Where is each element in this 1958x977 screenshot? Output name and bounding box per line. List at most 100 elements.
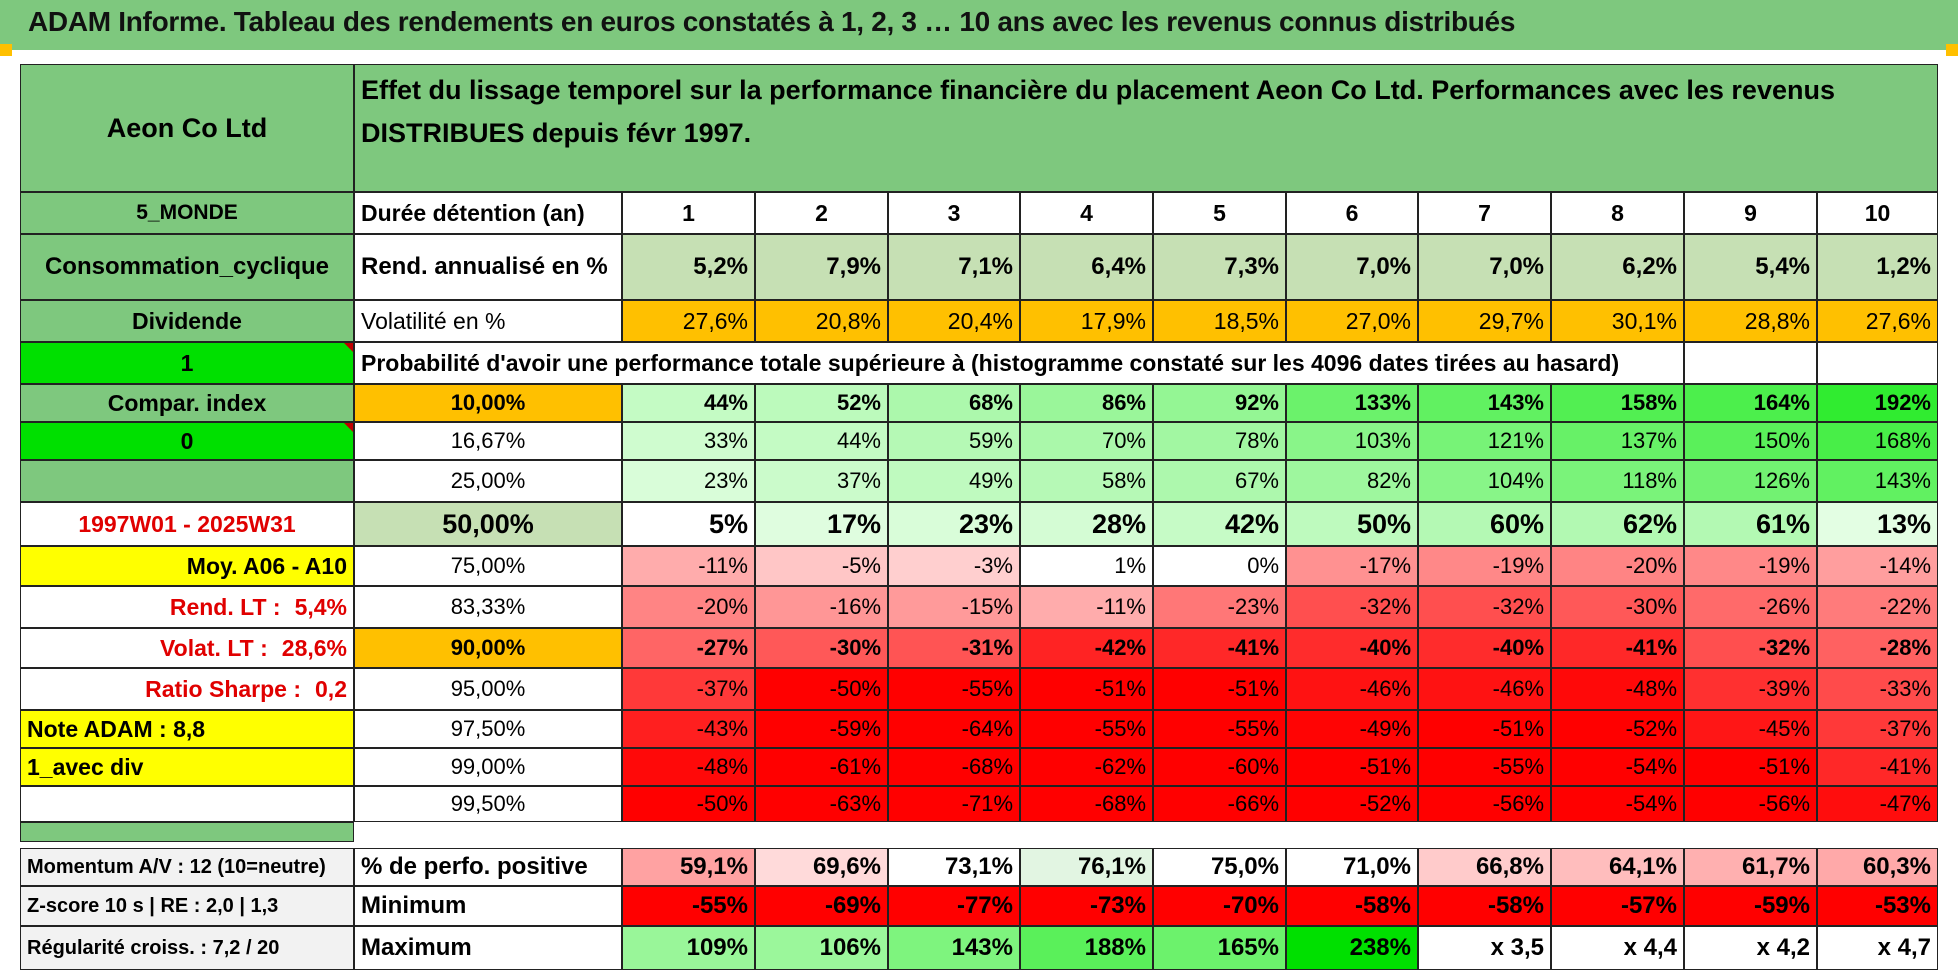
probability-cell: -50% xyxy=(622,786,755,822)
probability-cell: 62% xyxy=(1551,502,1684,546)
empty-green-cell xyxy=(20,460,354,502)
minimum-cell: -73% xyxy=(1020,886,1153,926)
probability-cell: 44% xyxy=(755,422,888,460)
moy-label: Moy. A06 - A10 xyxy=(20,546,354,586)
probability-cell: -52% xyxy=(1286,786,1418,822)
probability-cell: -19% xyxy=(1418,546,1551,586)
probability-cell: -48% xyxy=(622,748,755,786)
threshold-pct: 97,50% xyxy=(354,710,622,748)
probability-cell: 143% xyxy=(1418,384,1551,422)
probability-cell: 86% xyxy=(1020,384,1153,422)
probability-cell: -55% xyxy=(1418,748,1551,786)
positive-pct-cell: 71,0% xyxy=(1286,848,1418,886)
probability-cell: -71% xyxy=(888,786,1020,822)
vol-cell: 27,0% xyxy=(1286,300,1418,342)
probability-cell: -52% xyxy=(1551,710,1684,748)
threshold-pct: 75,00% xyxy=(354,546,622,586)
empty-cell xyxy=(1817,342,1938,384)
rend-cell: 7,0% xyxy=(1418,234,1551,300)
probability-cell: -55% xyxy=(1020,710,1153,748)
probability-cell: 52% xyxy=(755,384,888,422)
probability-cell: -20% xyxy=(622,586,755,628)
threshold-pct: 95,00% xyxy=(354,668,622,710)
probability-cell: 13% xyxy=(1817,502,1938,546)
probability-cell: -64% xyxy=(888,710,1020,748)
avec-div-label: 1_avec div xyxy=(20,748,354,786)
minimum-cell: -58% xyxy=(1286,886,1418,926)
year-header-cell: 4 xyxy=(1020,192,1153,234)
probability-cell: 33% xyxy=(622,422,755,460)
rend-cell: 7,0% xyxy=(1286,234,1418,300)
probability-cell: 44% xyxy=(622,384,755,422)
threshold-pct: 83,33% xyxy=(354,586,622,628)
probability-cell: 70% xyxy=(1020,422,1153,460)
spacer xyxy=(354,822,1938,842)
spacer-green xyxy=(20,822,354,842)
probability-cell: -42% xyxy=(1020,628,1153,668)
probability-cell: 168% xyxy=(1817,422,1938,460)
minimum-cell: -55% xyxy=(622,886,755,926)
probability-cell: -60% xyxy=(1153,748,1286,786)
vol-cell: 29,7% xyxy=(1418,300,1551,342)
probability-cell: -37% xyxy=(1817,710,1938,748)
threshold-pct: 16,67% xyxy=(354,422,622,460)
maximum-cell: x 3,5 xyxy=(1418,926,1551,970)
positive-pct-cell: 69,6% xyxy=(755,848,888,886)
title-bar: ADAM Informe. Tableau des rendements en … xyxy=(0,0,1958,50)
rend-label: Rend. annualisé en % xyxy=(354,234,622,300)
probability-cell: -5% xyxy=(755,546,888,586)
maximum-cell: 106% xyxy=(755,926,888,970)
rend-cell: 5,4% xyxy=(1684,234,1817,300)
probability-cell: -68% xyxy=(1020,786,1153,822)
threshold-pct: 99,00% xyxy=(354,748,622,786)
pos-label: % de perfo. positive xyxy=(354,848,622,886)
probability-cell: 164% xyxy=(1684,384,1817,422)
year-header-cell: 7 xyxy=(1418,192,1551,234)
year-header-cell: 3 xyxy=(888,192,1020,234)
volat-lt: Volat. LT : 28,6% xyxy=(20,628,354,668)
vol-cell: 28,8% xyxy=(1684,300,1817,342)
max-label: Maximum xyxy=(354,926,622,970)
minimum-cell: -59% xyxy=(1684,886,1817,926)
company-name: Aeon Co Ltd xyxy=(20,64,354,192)
probability-cell: 61% xyxy=(1684,502,1817,546)
vol-cell: 18,5% xyxy=(1153,300,1286,342)
probability-cell: -17% xyxy=(1286,546,1418,586)
year-header-cell: 1 xyxy=(622,192,755,234)
probability-cell: 50% xyxy=(1286,502,1418,546)
probability-cell: -49% xyxy=(1286,710,1418,748)
probability-cell: -59% xyxy=(755,710,888,748)
probability-cell: -62% xyxy=(1020,748,1153,786)
probability-cell: -45% xyxy=(1684,710,1817,748)
maximum-cell: x 4,7 xyxy=(1817,926,1938,970)
threshold-pct: 10,00% xyxy=(354,384,622,422)
probability-cell: 82% xyxy=(1286,460,1418,502)
probability-cell: -16% xyxy=(755,586,888,628)
maximum-cell: 188% xyxy=(1020,926,1153,970)
probability-cell: -30% xyxy=(755,628,888,668)
vol-cell: 27,6% xyxy=(622,300,755,342)
probability-cell: -19% xyxy=(1684,546,1817,586)
sharpe-ratio-value: 0,2 xyxy=(315,675,347,702)
probability-cell: 118% xyxy=(1551,460,1684,502)
vol-cell: 20,8% xyxy=(755,300,888,342)
positive-pct-cell: 61,7% xyxy=(1684,848,1817,886)
empty-cell xyxy=(1684,342,1817,384)
sharpe-ratio-label: Ratio Sharpe : xyxy=(145,675,302,702)
probability-cell: -3% xyxy=(888,546,1020,586)
probability-cell: -11% xyxy=(1020,586,1153,628)
probability-cell: -51% xyxy=(1153,668,1286,710)
threshold-pct: 90,00% xyxy=(354,628,622,668)
regularite-label: Régularité croiss. : 7,2 / 20 xyxy=(20,926,354,970)
sharpe-ratio: Ratio Sharpe : 0,2 xyxy=(20,668,354,710)
probability-cell: 60% xyxy=(1418,502,1551,546)
duration-label: Durée détention (an) xyxy=(354,192,622,234)
year-header-cell: 2 xyxy=(755,192,888,234)
rend-cell: 7,3% xyxy=(1153,234,1286,300)
flag-zero: 0 xyxy=(20,422,354,460)
minimum-cell: -57% xyxy=(1551,886,1684,926)
vol-cell: 30,1% xyxy=(1551,300,1684,342)
empty-cell xyxy=(20,786,354,822)
probability-cell: 192% xyxy=(1817,384,1938,422)
positive-pct-cell: 59,1% xyxy=(622,848,755,886)
